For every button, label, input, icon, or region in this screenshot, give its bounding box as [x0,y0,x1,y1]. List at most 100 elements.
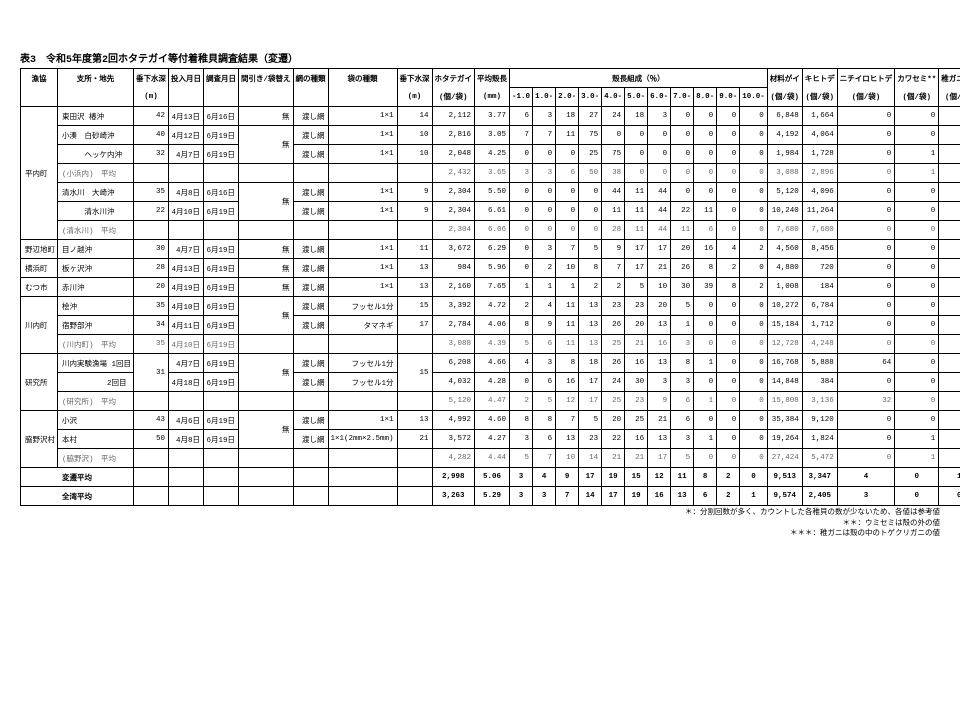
data-cell: フッセル1分 [328,373,397,392]
data-cell: 13 [579,335,602,354]
data-cell [134,449,169,468]
data-cell [204,449,239,468]
total-cell [397,487,432,506]
data-cell: 0 [533,221,556,240]
data-cell: 0 [694,145,717,164]
total-cell: 2 [717,468,740,487]
data-cell: 5 [671,449,694,468]
data-cell: 7,680 [802,221,837,240]
data-cell: 6月19日 [204,335,239,354]
data-cell: 東田沢 椿沖 [58,107,134,126]
data-cell [397,221,432,240]
group-label: 川内町 [21,297,58,354]
data-cell: 0 [717,297,740,316]
data-cell: 10 [397,126,432,145]
data-cell: 0 [740,354,768,373]
data-cell: 0 [895,411,939,430]
data-cell: 0 [837,107,895,126]
data-cell: 27 [579,107,602,126]
data-cell: 20 [625,316,648,335]
total-cell: 0 [939,487,960,506]
data-cell [134,164,169,183]
data-cell: 16 [556,373,579,392]
data-cell: フッセル1分 [328,354,397,373]
data-cell: 40 [134,126,169,145]
survey-table: 漁協支所・地先垂下水深投入月日調査月日間引き/袋替え網の種類袋の種類垂下水深ホタ… [20,68,960,506]
data-cell: 22 [134,202,169,221]
data-cell: 0 [837,449,895,468]
data-cell: 21 [602,449,625,468]
data-cell: 11 [556,316,579,335]
data-cell: 0 [740,297,768,316]
data-cell: 75 [579,126,602,145]
data-cell: 6 [556,164,579,183]
data-cell: 6 [694,221,717,240]
total-cell: 3 [510,468,533,487]
total-cell: 4 [533,468,556,487]
data-cell: 2,304 [432,183,475,202]
data-cell: 4月10日 [169,335,204,354]
data-cell: 0 [740,126,768,145]
data-cell: 0 [895,126,939,145]
data-cell: 2,160 [432,278,475,297]
data-cell: 0 [694,164,717,183]
data-cell: 0 [895,335,939,354]
data-cell: 0 [625,164,648,183]
data-cell: 2 [602,278,625,297]
footnote: ＊＊＊：稚ガニは殻の中のトゲクリガニの値 [20,529,940,540]
data-cell: 渡し網 [293,202,328,221]
data-cell: 0 [837,202,895,221]
data-cell: 0 [939,202,960,221]
data-cell [293,164,328,183]
data-cell: 26 [671,259,694,278]
data-cell: 0 [648,145,671,164]
data-cell: 5,120 [432,392,475,411]
data-cell [204,221,239,240]
data-cell: 8 [694,259,717,278]
data-cell [293,335,328,354]
group-label: 研究所 [21,354,58,411]
data-cell: 1×1 [328,126,397,145]
data-cell: 30 [671,278,694,297]
data-cell: 渡し網 [293,354,328,373]
total-cell: 17 [602,487,625,506]
data-cell: 0 [895,297,939,316]
data-cell: 0 [939,221,960,240]
data-cell: 2 [579,278,602,297]
data-cell: 1×1 [328,145,397,164]
data-cell: 7,680 [767,221,802,240]
data-cell: 6,784 [802,297,837,316]
data-cell: 0 [939,392,960,411]
data-cell: 0 [510,145,533,164]
data-cell: 0 [717,221,740,240]
total-cell: 0 [740,468,768,487]
data-cell: 3 [533,164,556,183]
data-cell: 720 [802,259,837,278]
data-cell: 8 [510,316,533,335]
data-cell: 6 [510,107,533,126]
data-cell: 1×1(2mm×2.5mm) [328,430,397,449]
data-cell: 4.39 [475,335,510,354]
total-cell: 3,347 [802,468,837,487]
data-cell: 2 [510,297,533,316]
data-cell: 0 [740,449,768,468]
data-cell [328,392,397,411]
group-label: 横浜町 [21,259,58,278]
data-cell: 0 [625,126,648,145]
data-cell: 50 [579,164,602,183]
data-cell: 4月7日 [169,240,204,259]
data-cell: 渡し網 [293,316,328,335]
data-cell: 1 [939,449,960,468]
data-cell: 1 [694,392,717,411]
data-cell: 16 [648,335,671,354]
data-cell: 184 [802,278,837,297]
data-cell: 0 [939,126,960,145]
data-cell: 1×1 [328,240,397,259]
data-cell: 75 [602,145,625,164]
data-cell: 0 [579,221,602,240]
data-cell: 17 [579,392,602,411]
data-cell: (小浜内) 平均 [58,164,134,183]
data-cell: 0 [837,373,895,392]
data-cell: 22 [602,430,625,449]
data-cell: 25 [602,392,625,411]
